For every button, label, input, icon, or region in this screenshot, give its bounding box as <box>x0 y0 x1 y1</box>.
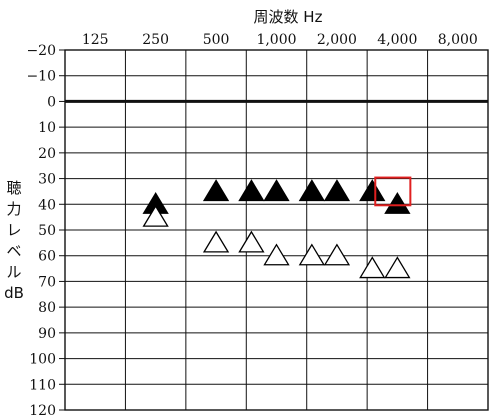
x-tick-label: 2,000 <box>317 32 357 48</box>
filled-triangle-marker <box>298 179 325 202</box>
open-triangle-marker <box>384 256 411 279</box>
y-tick-label: −10 <box>26 69 56 85</box>
open-triangle-marker <box>323 243 351 266</box>
y-axis-label-line: ベ <box>6 242 21 260</box>
y-tick-label: 60 <box>38 249 56 265</box>
y-axis-label-line: 力 <box>6 200 21 218</box>
y-tick-label: 80 <box>38 300 56 316</box>
chart-grid <box>59 49 489 411</box>
x-tick-label: 125 <box>82 32 109 48</box>
y-tick-label: 90 <box>38 326 56 342</box>
open-triangle-marker <box>263 243 290 266</box>
y-tick-label: 50 <box>38 223 56 239</box>
y-tick-label: 10 <box>38 120 56 136</box>
y-tick-label: 70 <box>38 274 56 290</box>
y-tick-label: 40 <box>38 197 56 213</box>
y-tick-label: 0 <box>47 94 56 110</box>
x-tick-label: 8,000 <box>438 32 478 48</box>
x-tick-label: 4,000 <box>377 32 417 48</box>
y-axis-label-line: レ <box>6 221 21 239</box>
y-tick-label: 120 <box>29 403 56 419</box>
filled-triangle-marker <box>323 179 351 202</box>
open-triangle-marker <box>238 230 265 253</box>
filled-triangle-marker <box>384 192 411 214</box>
y-tick-label: −20 <box>26 43 56 59</box>
filled-triangle-marker <box>238 179 265 202</box>
open-triangle-marker <box>359 256 386 279</box>
y-tick-label: 110 <box>29 377 56 393</box>
chart-title: 周波数 Hz <box>254 8 323 26</box>
y-tick-label: 20 <box>38 146 56 162</box>
open-triangle-marker <box>298 243 325 266</box>
y-tick-label: 100 <box>29 352 56 368</box>
y-axis-label-line: ル <box>6 263 21 281</box>
x-tick-label: 500 <box>203 32 230 48</box>
filled-triangle-marker <box>359 179 386 202</box>
x-tick-label: 1,000 <box>256 32 296 48</box>
filled-triangle-marker <box>202 179 230 202</box>
y-axis-label-line: dB <box>4 284 24 302</box>
y-axis-label-line: 聴 <box>6 179 21 197</box>
axis-labels: −20 −10 0 10 20 30 40 50 60 70 80 90 100 110 120 125 250… <box>26 32 477 419</box>
y-tick-label: 30 <box>38 172 56 188</box>
x-tick-label: 250 <box>142 32 169 48</box>
highlight-box <box>374 176 412 207</box>
filled-triangle-marker <box>263 179 290 202</box>
chart-marks <box>142 176 412 279</box>
open-triangle-marker <box>202 230 230 253</box>
open-triangle-marker <box>142 204 169 227</box>
